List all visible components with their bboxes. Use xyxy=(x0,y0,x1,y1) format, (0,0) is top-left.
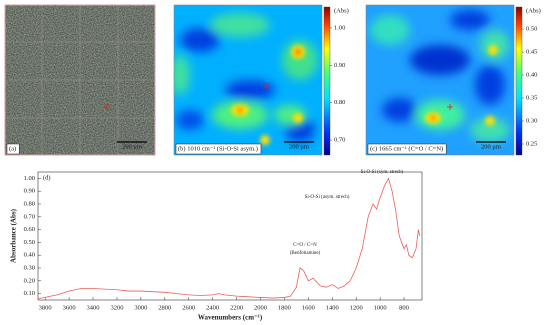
panel-frame xyxy=(365,4,515,156)
y-tick-label: 1.00 xyxy=(24,175,35,182)
y-tick-label: 0.40 xyxy=(24,252,35,259)
colorbar-tick-label: 1.00 xyxy=(334,24,345,31)
y-tick-label: 0.60 xyxy=(24,226,35,233)
scale-bar-label: 200 μm xyxy=(289,143,309,150)
panel-label: (a) xyxy=(9,145,16,152)
plot-frame xyxy=(37,171,423,301)
spectrum-line xyxy=(37,177,421,300)
colorbar-tick-label: 0.80 xyxy=(334,99,345,106)
colorbar-tick-label: 0.40 xyxy=(526,72,537,79)
x-tick-label: 2800 xyxy=(158,304,171,311)
tile-seams xyxy=(5,5,155,155)
y-tick-label: 0.90 xyxy=(24,188,35,195)
colorbar-unit: (Abs) xyxy=(526,7,541,14)
x-tick-label: 1600 xyxy=(302,304,315,311)
panel-label: (d) xyxy=(43,174,51,181)
x-tick-label: 2400 xyxy=(206,304,219,311)
panel-frame xyxy=(4,4,156,156)
y-tick-label: 0.70 xyxy=(24,213,35,220)
y-tick-label: 0.30 xyxy=(24,264,35,271)
annotation: C=O / C=N xyxy=(293,243,317,248)
scale-bar-label: 200 μm xyxy=(122,143,142,150)
panel-frame xyxy=(173,4,323,156)
x-tick-label: 3200 xyxy=(110,304,123,311)
colorbar-tick-label: 0.70 xyxy=(334,137,345,144)
y-tick-label: 0.20 xyxy=(24,277,35,284)
x-tick-label: 1400 xyxy=(326,304,339,311)
colorbar-tick-label: 0.50 xyxy=(526,26,537,33)
x-tick-label: 3000 xyxy=(134,304,147,311)
x-tick-label: 2600 xyxy=(182,304,195,311)
scale-bar-label: 200 μm xyxy=(481,143,501,150)
marker xyxy=(447,104,453,110)
panel-label: (c) 1665 cm⁻¹ (C=O / C=N) xyxy=(370,145,443,152)
x-tick-label: 3400 xyxy=(87,304,100,311)
y-tick-label: 0.10 xyxy=(24,290,35,297)
annotation: Si-O-Si (asym. strech) xyxy=(305,195,350,200)
x-tick-label: 800 xyxy=(399,304,409,311)
y-tick-label: 0.80 xyxy=(24,200,35,207)
colorbar-tick-label: 0.30 xyxy=(526,117,537,124)
x-tick-label: 2200 xyxy=(230,304,243,311)
colorbar-tick-label: 0.35 xyxy=(526,94,537,101)
x-tick-label: 3800 xyxy=(39,304,52,311)
panel-label-box xyxy=(175,143,262,155)
colorbar xyxy=(515,6,523,156)
colorbar-tick-label: 0.25 xyxy=(526,140,537,147)
panel-label: (b) 1010 cm⁻¹ (Si-O-Si asym.) xyxy=(178,145,258,152)
x-tick-label: 1200 xyxy=(350,304,363,311)
annotation: Si-O-Si (sym. strech) xyxy=(361,170,404,175)
y-tick-label: 0.50 xyxy=(24,239,35,246)
x-tick-label: 3600 xyxy=(63,304,76,311)
marker xyxy=(263,83,269,89)
colorbar xyxy=(323,6,331,156)
map-c xyxy=(366,5,514,155)
colorbar-tick-label: 0.90 xyxy=(334,62,345,69)
panel-label-box xyxy=(367,143,447,155)
x-tick-label: 1800 xyxy=(278,304,291,311)
colorbar-unit: (Abs) xyxy=(334,7,349,14)
annotation: (Benfotiamine) xyxy=(290,251,321,256)
panel-label-box xyxy=(6,143,20,155)
x-tick-label: 2000 xyxy=(254,304,267,311)
y-axis-label: Absorbance (Abs) xyxy=(10,208,18,263)
map-b xyxy=(174,5,322,155)
x-axis-label: Wavenumbers (cm⁻¹) xyxy=(198,314,263,322)
colorbar-tick-label: 0.45 xyxy=(526,49,537,56)
x-tick-label: 1000 xyxy=(374,304,387,311)
marker xyxy=(104,104,110,110)
